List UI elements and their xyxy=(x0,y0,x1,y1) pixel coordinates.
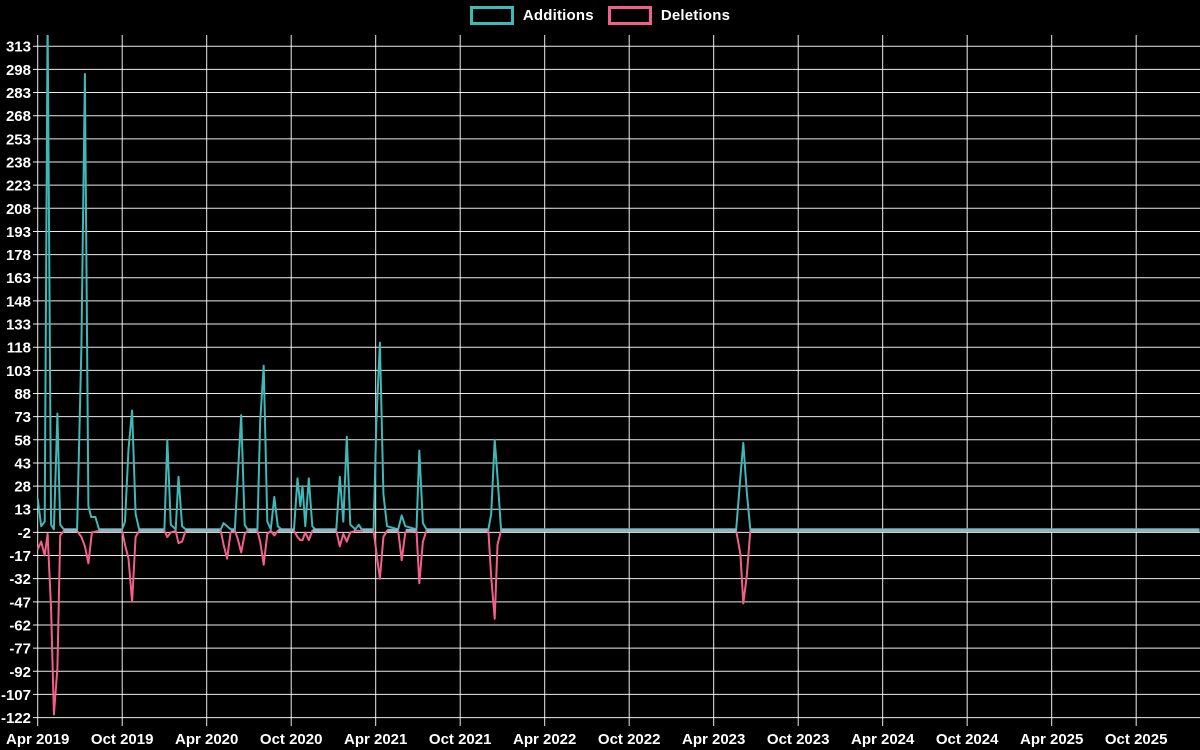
y-axis-tick-label: -77 xyxy=(9,641,31,658)
y-axis-tick-label: -122 xyxy=(1,710,31,727)
y-axis-tick-label: 133 xyxy=(6,317,31,334)
additions-legend-label: Additions xyxy=(522,7,594,24)
y-axis-tick-label: -107 xyxy=(1,687,31,704)
y-axis-tick-label: 313 xyxy=(6,39,31,56)
x-axis-tick-label: Apr 2020 xyxy=(175,731,238,748)
y-axis-tick-label: -32 xyxy=(9,571,31,588)
x-axis-tick-label: Apr 2021 xyxy=(344,731,407,748)
y-axis-tick-label: 118 xyxy=(7,340,31,357)
x-axis-tick-label: Apr 2024 xyxy=(851,731,915,748)
y-axis-tick-label: 73 xyxy=(14,409,31,426)
x-axis-tick-label: Oct 2024 xyxy=(936,731,999,748)
x-axis-tick-label: Apr 2025 xyxy=(1020,731,1083,748)
y-axis-tick-label: 13 xyxy=(14,502,31,519)
y-axis-tick-label: 298 xyxy=(6,62,31,79)
y-axis-tick-label: 193 xyxy=(6,224,31,241)
chart-legend: Additions Deletions xyxy=(0,6,1200,25)
deletions-swatch-icon xyxy=(607,6,652,25)
x-axis-tick-label: Oct 2023 xyxy=(767,731,830,748)
y-axis-tick-label: 253 xyxy=(6,131,31,148)
x-axis-tick-label: Apr 2019 xyxy=(6,731,69,748)
x-axis-tick-label: Apr 2022 xyxy=(513,731,576,748)
y-axis-tick-label: 238 xyxy=(6,154,31,171)
y-axis-tick-label: 103 xyxy=(6,363,31,380)
y-axis-tick-label: 283 xyxy=(6,85,31,102)
y-axis-tick-label: -47 xyxy=(9,594,31,611)
additions-swatch-icon xyxy=(469,6,514,25)
y-axis-tick-label: -2 xyxy=(18,525,31,542)
y-axis-tick-label: 178 xyxy=(6,247,31,264)
y-axis-tick-label: 208 xyxy=(6,201,31,218)
y-axis-tick-label: -92 xyxy=(9,664,31,681)
grid-lines xyxy=(33,35,1200,726)
y-axis-tick-label: 43 xyxy=(14,455,31,472)
x-axis-tick-label: Oct 2020 xyxy=(260,731,323,748)
y-axis-tick-label: 148 xyxy=(6,293,31,310)
deletions-legend-label: Deletions xyxy=(660,7,731,24)
legend-item-deletions[interactable]: Deletions xyxy=(607,6,731,25)
y-axis-tick-label: -17 xyxy=(9,548,31,565)
legend-item-additions[interactable]: Additions xyxy=(469,6,594,25)
y-axis-tick-label: 268 xyxy=(6,108,31,125)
x-axis-tick-label: Apr 2023 xyxy=(682,731,745,748)
y-axis-tick-label: -62 xyxy=(9,617,31,634)
deletions-series-line xyxy=(36,529,1200,716)
y-axis-tick-label: 58 xyxy=(14,432,31,449)
x-axis-tick-label: Oct 2021 xyxy=(429,731,492,748)
y-axis-tick-label: 223 xyxy=(6,178,31,195)
y-axis-tick-label: 88 xyxy=(14,386,31,403)
y-axis-tick-label: 28 xyxy=(14,479,31,496)
x-axis-tick-label: Oct 2019 xyxy=(91,731,154,748)
x-axis-tick-label: Oct 2025 xyxy=(1105,731,1168,748)
additions-series-line xyxy=(36,35,1200,531)
x-axis-tick-label: Oct 2022 xyxy=(598,731,661,748)
y-axis-tick-label: 163 xyxy=(6,270,31,287)
